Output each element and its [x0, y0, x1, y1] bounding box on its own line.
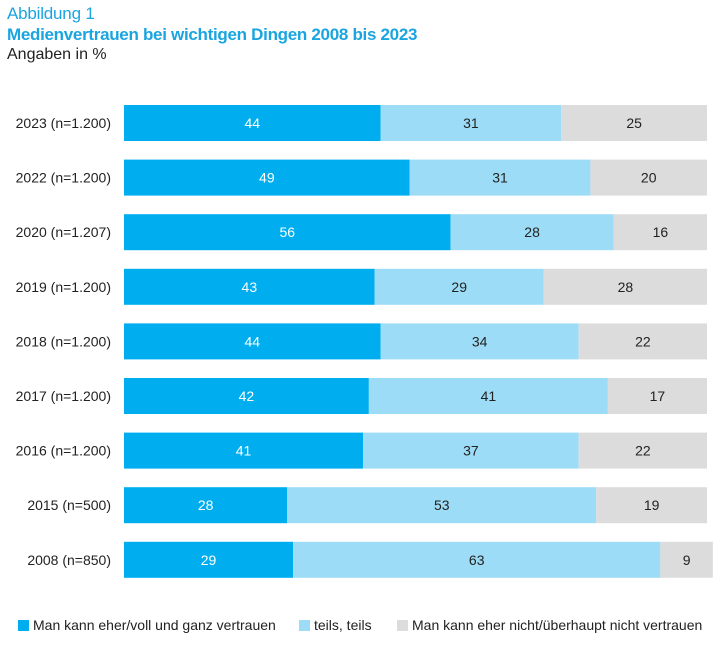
data-label-trust: 44 [244, 115, 260, 131]
data-label-trust: 28 [198, 497, 214, 513]
figure-label: Abbildung 1 [7, 4, 95, 23]
bar-segment-distrust [578, 432, 707, 469]
bar-segment-partly [380, 323, 579, 360]
data-label-partly: 37 [463, 443, 479, 459]
data-label-partly: 41 [481, 388, 497, 404]
legend-swatch-trust [18, 619, 29, 631]
legend-label-partly: teils, teils [314, 617, 372, 633]
stacked-bar-chart: 2023 (n=1.200) 44 31 25 2022 (n=1.200) 49 31 20… [16, 105, 713, 578]
category-label: 2017 (n=1.200) [16, 388, 111, 404]
bar-segment-distrust [578, 323, 707, 360]
category-label: 2018 (n=1.200) [16, 333, 111, 349]
category-label: 2016 (n=1.200) [16, 443, 111, 459]
chart-legend: Man kann eher/voll und ganz vertrauen te… [18, 617, 718, 639]
legend-label-distrust: Man kann eher nicht/überhaupt nicht vert… [412, 617, 703, 633]
data-label-partly: 29 [451, 279, 467, 295]
data-label-trust: 43 [242, 279, 258, 295]
data-label-distrust: 17 [650, 388, 666, 404]
data-label-partly: 34 [472, 333, 488, 349]
legend-item-partly: teils, teils [299, 617, 372, 633]
data-label-partly: 53 [434, 497, 450, 513]
category-label: 2020 (n=1.207) [16, 224, 111, 240]
bar-segment-distrust [596, 487, 707, 524]
data-label-partly: 28 [524, 224, 540, 240]
bar-segment-distrust [607, 378, 707, 414]
data-label-partly: 31 [492, 170, 508, 186]
category-label: 2008 (n=850) [27, 552, 111, 568]
data-label-distrust: 22 [635, 333, 651, 349]
data-label-partly: 63 [469, 552, 485, 568]
legend-swatch-partly [299, 619, 310, 631]
bar-segment-partly [409, 159, 591, 196]
data-label-distrust: 20 [641, 170, 657, 186]
category-label: 2015 (n=500) [27, 497, 111, 513]
bar-segment-partly [380, 105, 562, 141]
data-label-distrust: 22 [635, 443, 651, 459]
data-label-trust: 56 [279, 224, 295, 240]
category-label: 2022 (n=1.200) [16, 170, 111, 186]
bar-segment-distrust [613, 214, 707, 251]
data-label-trust: 41 [236, 443, 252, 459]
data-label-distrust: 28 [618, 279, 634, 295]
data-label-trust: 49 [259, 170, 275, 186]
chart-subtitle: Angaben in % [7, 46, 107, 63]
bar-segment-trust [124, 105, 381, 141]
data-label-trust: 44 [244, 333, 260, 349]
bar-segment-trust [124, 487, 288, 524]
bar-segment-distrust [590, 159, 707, 196]
bar-segment-partly [450, 214, 614, 251]
data-label-distrust: 9 [683, 552, 691, 568]
legend-item-trust: Man kann eher/voll und ganz vertrauen [18, 617, 276, 633]
bar-segment-trust [124, 323, 381, 360]
legend-swatch-distrust [397, 619, 408, 631]
data-label-trust: 29 [201, 552, 217, 568]
bar-segment-partly [287, 487, 597, 524]
bar-segment-partly [368, 378, 608, 414]
legend-label-trust: Man kann eher/voll und ganz vertrauen [33, 617, 276, 633]
bar-segment-trust [124, 378, 369, 414]
chart-title: Medienvertrauen bei wichtigen Dingen 200… [7, 25, 418, 44]
category-label: 2023 (n=1.200) [16, 115, 111, 131]
bar-segment-trust [124, 432, 364, 469]
category-label: 2019 (n=1.200) [16, 279, 111, 295]
bar-segment-distrust [543, 268, 707, 305]
data-label-partly: 31 [463, 115, 479, 131]
bar-segment-partly [363, 432, 579, 469]
bar-segment-partly [293, 541, 661, 578]
data-label-distrust: 19 [644, 497, 660, 513]
bar-segment-trust [124, 214, 451, 251]
bar-segment-trust [124, 541, 294, 578]
data-label-distrust: 25 [626, 115, 642, 131]
bar-segment-distrust [660, 541, 713, 578]
data-label-distrust: 16 [653, 224, 669, 240]
bar-segment-partly [374, 268, 544, 305]
bar-segment-trust [124, 159, 410, 196]
bar-segment-trust [124, 268, 375, 305]
legend-item-distrust: Man kann eher nicht/überhaupt nicht vert… [397, 617, 702, 633]
bar-segment-distrust [561, 105, 707, 141]
data-label-trust: 42 [239, 388, 255, 404]
